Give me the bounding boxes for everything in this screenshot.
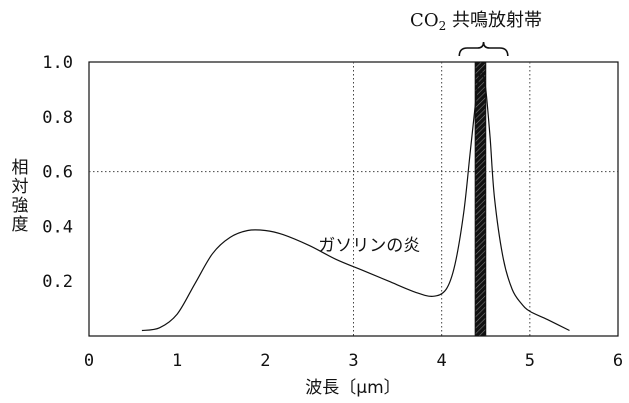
y-axis-label-char-1: 相 [12,158,29,178]
x-tick-label-4: 4 [437,351,447,371]
x-tick-label-6: 6 [613,351,623,371]
x-tick-label-3: 3 [348,351,358,371]
x-tick-label-2: 2 [260,351,270,371]
y-tick-label-1.0: 1.0 [42,53,73,73]
y-axis-label-char-3: 強 [12,196,29,216]
y-axis-label-char-4: 度 [12,215,29,235]
series-annotation-gasoline-flame: ガソリンの炎 [318,236,420,256]
x-axis-label: 波長〔μm〕 [305,378,400,398]
co2-band-label-rest: 共鳴放射帯 [446,10,542,31]
co2-band-label-main: CO [410,10,439,31]
co2-band-bar [474,61,487,337]
y-tick-label-0.2: 0.2 [42,272,73,292]
x-tick-label-1: 1 [172,351,182,371]
grid-lines [89,62,618,336]
y-tick-label-0.4: 0.4 [42,217,73,237]
x-tick-label-0: 0 [84,351,94,371]
co2-resonance-band [458,41,509,337]
y-tick-label-0.8: 0.8 [42,108,73,128]
y-tick-label-0.6: 0.6 [42,163,73,183]
series-line-1 [141,71,570,332]
co2-band-label-subscript: 2 [439,19,447,33]
series-layer [141,71,570,332]
co2-band-brace [458,41,509,57]
co2-band-label: CO2 共鳴放射帯 [410,10,542,33]
x-tick-label-5: 5 [525,351,535,371]
y-axis-label-char-2: 対 [12,177,29,197]
axis-ticks: 0 1 2 3 4 5 6 0.2 0.4 0.6 0.8 1.0 [42,53,623,371]
